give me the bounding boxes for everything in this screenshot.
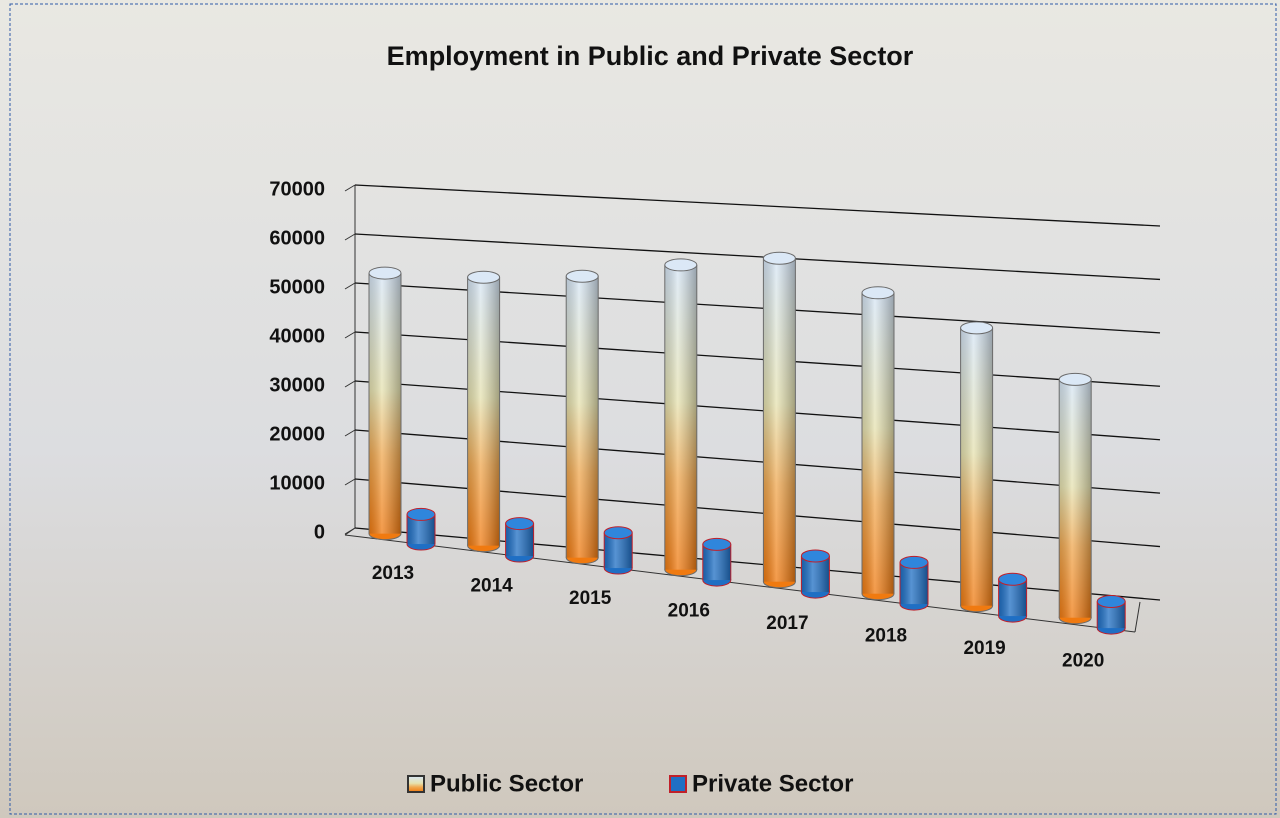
cylinder	[1058, 372, 1092, 625]
cylinder	[998, 572, 1028, 623]
cylinder	[467, 270, 501, 553]
cylinder	[1096, 595, 1126, 635]
frame	[9, 3, 1277, 815]
cylinder-top	[960, 321, 994, 335]
bar-shade	[467, 277, 500, 546]
x-tick-label: 2014	[470, 576, 513, 597]
cylinder-top	[368, 266, 402, 280]
tick-mark	[344, 527, 356, 535]
tick-mark	[344, 331, 356, 339]
legend-label: Public Sector	[430, 770, 583, 797]
x-tick-label: 2015	[569, 588, 612, 609]
cylinder-top	[899, 555, 929, 569]
grid-line	[354, 233, 1161, 281]
y-tick-label: 70000	[269, 178, 325, 200]
bar-shade	[763, 258, 796, 582]
cylinder-top	[998, 572, 1028, 586]
cylinder-top	[861, 286, 895, 300]
cylinder-top	[762, 251, 796, 265]
bar-shade	[369, 273, 401, 534]
y-tick-label: 10000	[269, 472, 325, 494]
grid-line	[354, 184, 1161, 227]
cylinder-top	[467, 270, 501, 284]
y-tick-label: 20000	[269, 423, 325, 445]
legend-swatch	[669, 775, 687, 793]
cylinder-top	[1096, 595, 1126, 609]
tick-mark	[344, 380, 356, 388]
cylinder	[899, 555, 929, 611]
y-tick-label: 0	[314, 521, 325, 543]
cylinder	[505, 517, 535, 563]
cylinder-top	[702, 537, 732, 551]
cylinder-top	[406, 507, 436, 521]
tick-mark	[344, 184, 356, 192]
cylinder-top	[664, 258, 698, 272]
x-tick-label: 2013	[372, 563, 414, 584]
cylinder	[702, 537, 732, 587]
tick-mark	[344, 282, 356, 290]
y-tick-label: 50000	[269, 276, 325, 298]
plot: 0 10000 20000 30000 40000 50000 60000 70000 2013…	[269, 178, 1161, 797]
cylinder	[603, 526, 633, 575]
cylinder	[406, 507, 436, 551]
cylinder-top	[603, 526, 633, 540]
bar-shade	[900, 562, 928, 605]
cylinder	[565, 269, 599, 565]
x-tick-label: 2016	[668, 601, 710, 622]
tick-mark	[344, 478, 356, 486]
legend-swatch	[407, 775, 425, 793]
x-tick-label: 2017	[766, 613, 808, 634]
cylinder	[664, 258, 698, 577]
bar-shade	[960, 327, 993, 606]
cylinder	[960, 321, 994, 613]
axis-line	[1134, 601, 1141, 633]
bar-shade	[1059, 379, 1092, 618]
bar-shade	[664, 264, 697, 570]
cylinder-top	[800, 549, 830, 563]
x-tick-label: 2018	[865, 626, 907, 647]
cylinder-top	[565, 269, 599, 283]
cylinder	[861, 286, 895, 601]
cylinder	[762, 251, 796, 589]
cylinder-top	[505, 517, 535, 531]
bar-shade	[862, 292, 894, 594]
tick-mark	[344, 233, 356, 241]
y-tick-label: 30000	[269, 374, 325, 396]
x-tick-label: 2019	[963, 638, 1005, 659]
cylinder	[800, 549, 830, 599]
y-tick-label: 60000	[269, 227, 325, 249]
cylinder	[368, 266, 402, 541]
legend-label: Private Sector	[692, 770, 853, 797]
tick-mark	[344, 429, 356, 437]
x-tick-label: 2020	[1062, 651, 1104, 672]
cylinder-top	[1058, 372, 1092, 386]
chart-title: Employment in Public and Private Sector	[387, 41, 914, 71]
y-tick-label: 40000	[269, 325, 325, 347]
bar-shade	[566, 276, 599, 558]
